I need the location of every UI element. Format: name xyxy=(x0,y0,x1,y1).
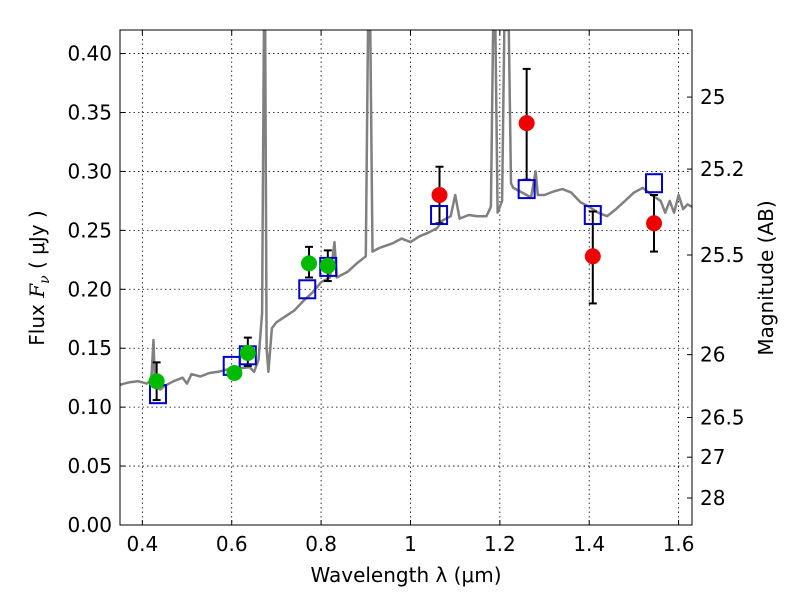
y-axis-title-prefix: Flux xyxy=(25,298,49,346)
y-tick-label: 0.05 xyxy=(67,454,112,478)
red-data-point xyxy=(518,115,535,132)
x-tick-label: 0.6 xyxy=(216,532,248,556)
y-tick-label: 0.00 xyxy=(67,513,112,537)
x-tick-label: 0.8 xyxy=(305,532,337,556)
green-data-point xyxy=(148,373,165,390)
ticks-layer: 0.4 0.6 0.8 1 1.2 1.4 1.6 0.00 0.05 0.10 0.15 0.20 0… xyxy=(67,30,745,556)
markers-layer xyxy=(148,67,664,405)
x-tick-label: 1.4 xyxy=(573,532,605,556)
y-axis-title-subscript: ν xyxy=(37,275,53,284)
model-square-marker xyxy=(298,279,317,300)
plot-frame xyxy=(119,29,693,526)
red-data-point xyxy=(431,187,448,203)
y2-tick-label: 25 xyxy=(700,85,725,109)
y-tick-label: 0.10 xyxy=(67,395,112,419)
y2-axis-title: Magnitude (AB) xyxy=(754,200,778,355)
green-data-point xyxy=(301,255,318,272)
x-tick-label: 1.2 xyxy=(484,532,516,556)
grid xyxy=(120,30,692,526)
y-tick-label: 0.30 xyxy=(67,159,112,183)
x-tick-label: 1.6 xyxy=(663,532,695,556)
green-data-point xyxy=(239,344,256,361)
y2-tick-label: 25.2 xyxy=(700,157,745,181)
y-tick-label: 0.20 xyxy=(67,277,112,301)
x-tick-label: 0.4 xyxy=(126,532,158,556)
y-tick-label: 0.35 xyxy=(67,101,112,125)
y-axis-title-unit: ( μJy ) xyxy=(25,210,49,275)
y2-tick-label: 26 xyxy=(700,343,725,367)
y-tick-label: 0.15 xyxy=(67,336,112,360)
red-data-point xyxy=(646,215,663,232)
y-tick-label: 0.25 xyxy=(67,218,112,242)
y2-tick-label: 26.5 xyxy=(700,406,745,430)
model-square-marker xyxy=(517,179,536,200)
y-axis-title: Flux Fν ( μJy ) xyxy=(25,210,53,345)
y2-tick-label: 27 xyxy=(700,445,725,469)
y2-tick-label: 25.5 xyxy=(700,243,745,267)
x-axis-title: Wavelength λ (μm) xyxy=(310,563,501,587)
green-data-point xyxy=(319,257,336,274)
red-data-point xyxy=(584,248,601,265)
x-tick-label: 1 xyxy=(404,532,417,556)
green-data-point xyxy=(226,364,243,381)
model-square-marker xyxy=(583,205,602,226)
model-square-marker xyxy=(430,205,449,226)
y-tick-label: 0.40 xyxy=(67,42,112,66)
y-axis-title-symbol: F xyxy=(25,283,49,299)
model-square-marker xyxy=(645,173,664,194)
y2-tick-label: 28 xyxy=(700,486,725,510)
